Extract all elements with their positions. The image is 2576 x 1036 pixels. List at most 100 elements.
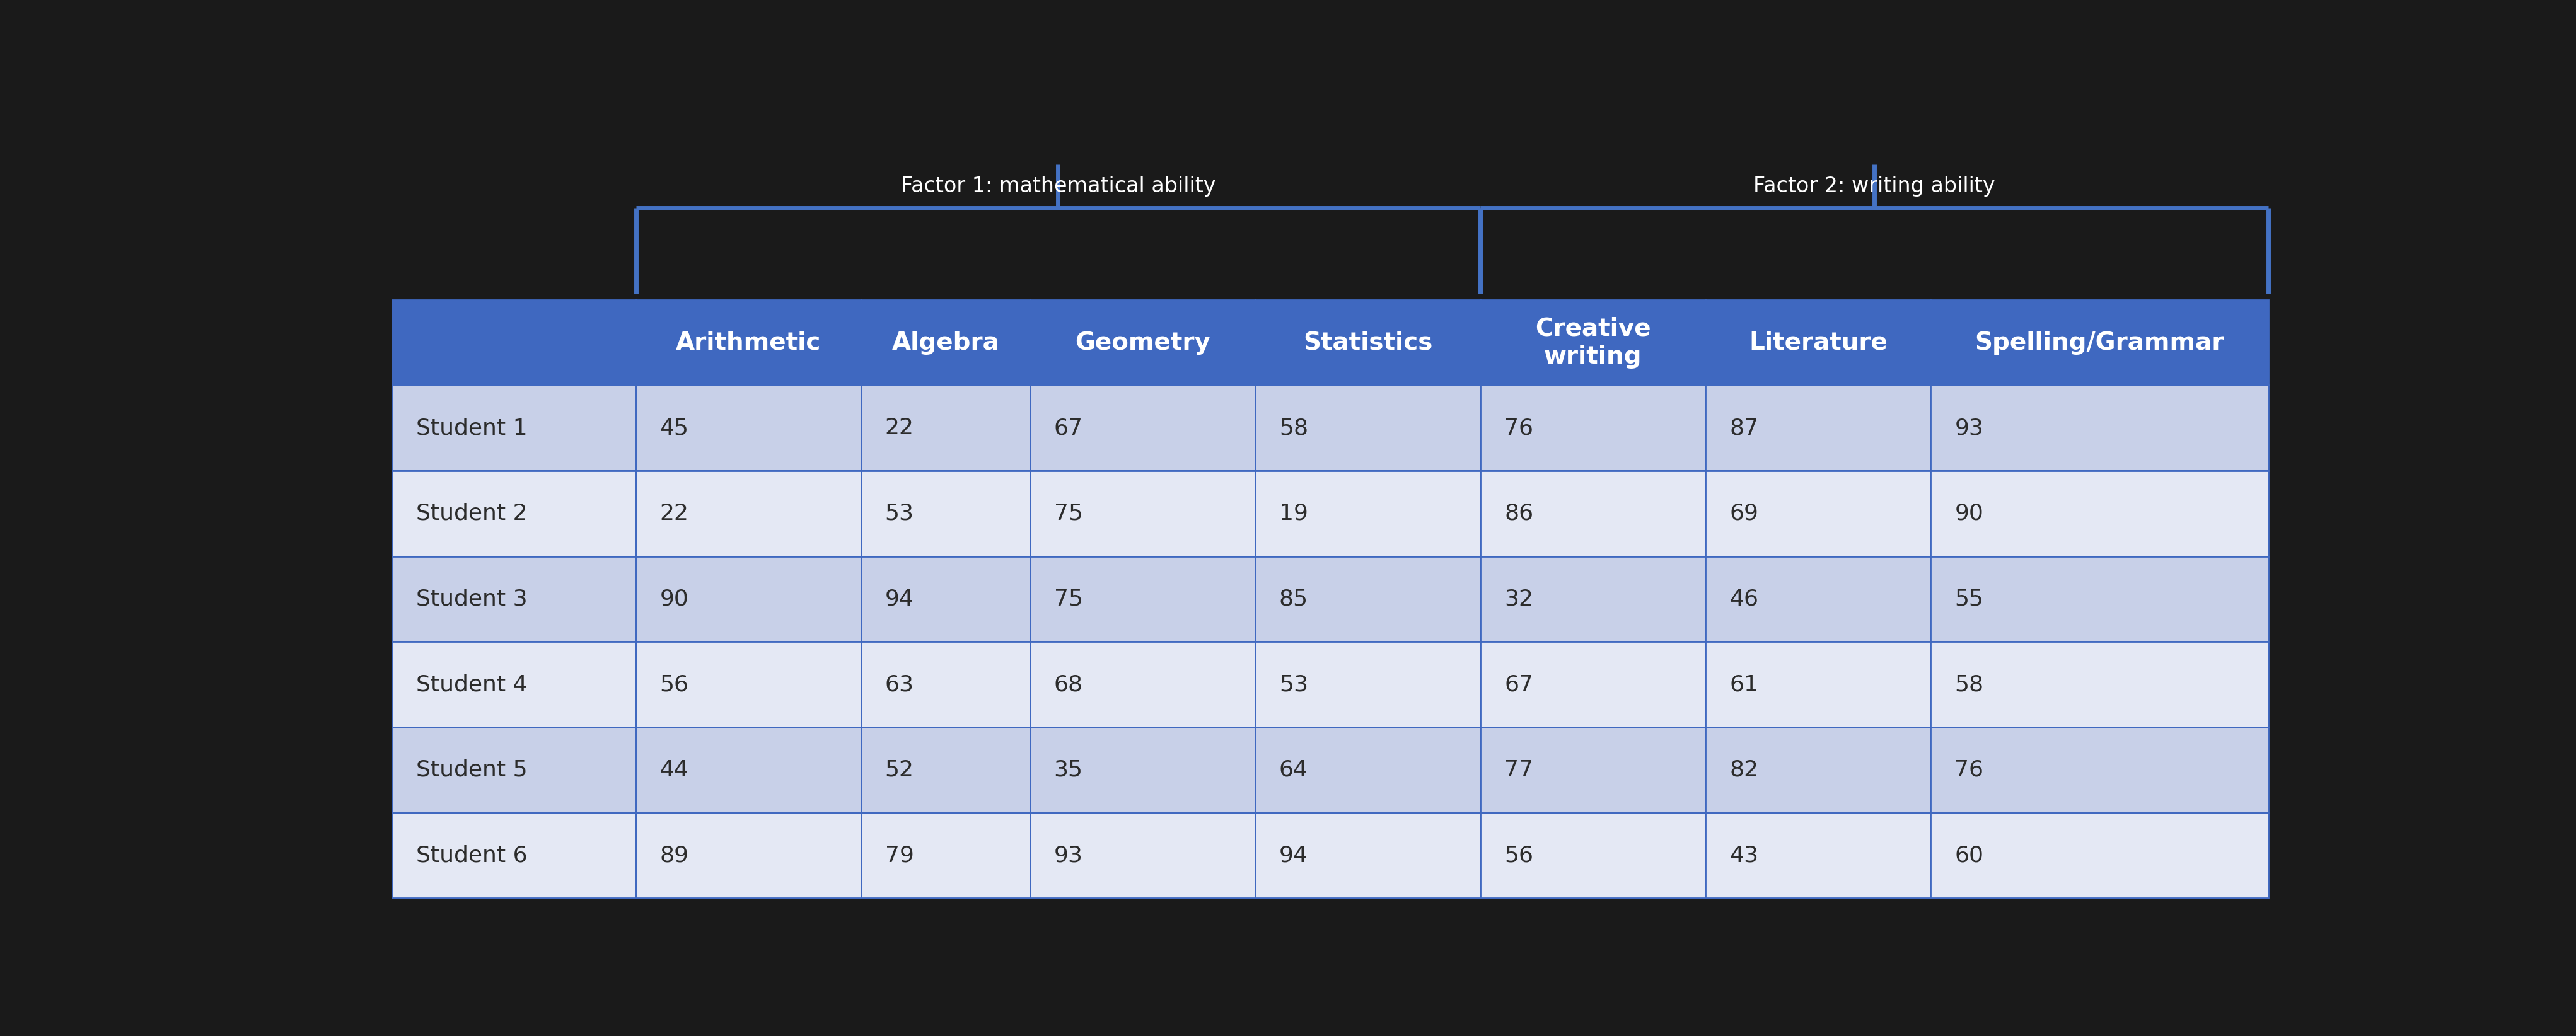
- Bar: [1030, 470, 1255, 556]
- Bar: [392, 470, 636, 556]
- Text: 93: 93: [1955, 418, 1984, 438]
- Text: 90: 90: [659, 588, 688, 609]
- Text: 52: 52: [886, 759, 914, 780]
- Bar: [392, 556, 636, 641]
- Bar: [1929, 641, 2269, 727]
- Bar: [636, 556, 860, 641]
- Bar: [1030, 299, 1255, 385]
- Bar: [1030, 641, 1255, 727]
- Bar: [392, 641, 636, 727]
- Text: 75: 75: [1054, 588, 1082, 609]
- Bar: [1929, 385, 2269, 470]
- Bar: [1705, 641, 1929, 727]
- Bar: [1929, 556, 2269, 641]
- Text: 76: 76: [1955, 759, 1984, 780]
- Text: 94: 94: [1280, 844, 1309, 866]
- Text: Creative
writing: Creative writing: [1535, 317, 1651, 369]
- Text: Student 2: Student 2: [415, 502, 528, 524]
- Bar: [1705, 299, 1929, 385]
- Text: 56: 56: [659, 673, 688, 695]
- Bar: [1929, 812, 2269, 898]
- Text: 64: 64: [1280, 759, 1309, 780]
- Text: 93: 93: [1054, 844, 1082, 866]
- Bar: [1481, 641, 1705, 727]
- Bar: [392, 727, 636, 812]
- Bar: [860, 812, 1030, 898]
- Text: 53: 53: [1280, 673, 1309, 695]
- Text: 67: 67: [1504, 673, 1533, 695]
- Bar: [1255, 556, 1481, 641]
- Text: 82: 82: [1728, 759, 1759, 780]
- Text: 55: 55: [1955, 588, 1984, 609]
- Text: Student 5: Student 5: [415, 759, 528, 780]
- Text: 76: 76: [1504, 418, 1533, 438]
- Text: 22: 22: [886, 418, 914, 438]
- Text: 86: 86: [1504, 502, 1533, 524]
- Text: 90: 90: [1955, 502, 1984, 524]
- Text: 67: 67: [1054, 418, 1082, 438]
- Text: 69: 69: [1728, 502, 1759, 524]
- Bar: [860, 727, 1030, 812]
- Text: Statistics: Statistics: [1303, 330, 1432, 354]
- Bar: [1255, 812, 1481, 898]
- Bar: [1705, 812, 1929, 898]
- Text: 63: 63: [886, 673, 914, 695]
- Text: Algebra: Algebra: [891, 330, 999, 354]
- Text: Factor 2: writing ability: Factor 2: writing ability: [1754, 176, 1996, 197]
- Text: 19: 19: [1280, 502, 1309, 524]
- Text: 89: 89: [659, 844, 688, 866]
- Bar: [860, 470, 1030, 556]
- Bar: [1705, 556, 1929, 641]
- Bar: [636, 470, 860, 556]
- Text: 32: 32: [1504, 588, 1533, 609]
- Text: Spelling/Grammar: Spelling/Grammar: [1976, 330, 2223, 354]
- Text: 53: 53: [886, 502, 914, 524]
- Bar: [1705, 385, 1929, 470]
- Text: 94: 94: [886, 588, 914, 609]
- Text: 58: 58: [1280, 418, 1309, 438]
- Text: 56: 56: [1504, 844, 1533, 866]
- Bar: [1255, 641, 1481, 727]
- Text: 61: 61: [1728, 673, 1759, 695]
- Text: 22: 22: [659, 502, 688, 524]
- Text: 79: 79: [886, 844, 914, 866]
- Text: 43: 43: [1728, 844, 1759, 866]
- Text: Student 1: Student 1: [415, 418, 528, 438]
- Text: 44: 44: [659, 759, 688, 780]
- Bar: [1030, 727, 1255, 812]
- Bar: [860, 299, 1030, 385]
- Text: Student 3: Student 3: [415, 588, 528, 609]
- Bar: [1030, 556, 1255, 641]
- Bar: [1929, 299, 2269, 385]
- Text: 58: 58: [1955, 673, 1984, 695]
- Bar: [392, 299, 636, 385]
- Text: Geometry: Geometry: [1074, 330, 1211, 354]
- Text: 87: 87: [1728, 418, 1759, 438]
- Bar: [392, 385, 636, 470]
- Text: 45: 45: [659, 418, 688, 438]
- Text: 35: 35: [1054, 759, 1082, 780]
- Bar: [860, 556, 1030, 641]
- Bar: [1705, 727, 1929, 812]
- Text: 46: 46: [1728, 588, 1759, 609]
- Bar: [392, 812, 636, 898]
- Text: 68: 68: [1054, 673, 1082, 695]
- Bar: [636, 299, 860, 385]
- Bar: [1481, 470, 1705, 556]
- Bar: [1929, 727, 2269, 812]
- Text: Literature: Literature: [1749, 330, 1888, 354]
- Bar: [636, 727, 860, 812]
- Bar: [1481, 727, 1705, 812]
- Text: 75: 75: [1054, 502, 1082, 524]
- Text: 77: 77: [1504, 759, 1533, 780]
- Bar: [1705, 470, 1929, 556]
- Text: 85: 85: [1280, 588, 1309, 609]
- Text: Factor 1: mathematical ability: Factor 1: mathematical ability: [902, 176, 1216, 197]
- Bar: [636, 641, 860, 727]
- Bar: [860, 641, 1030, 727]
- Bar: [1481, 812, 1705, 898]
- Bar: [636, 812, 860, 898]
- Bar: [1481, 385, 1705, 470]
- Text: 60: 60: [1955, 844, 1984, 866]
- Bar: [1481, 299, 1705, 385]
